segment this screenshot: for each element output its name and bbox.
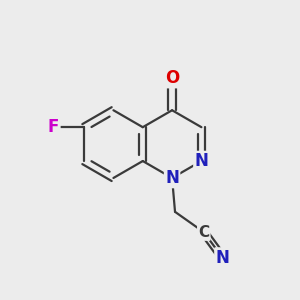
Text: N: N — [215, 248, 230, 266]
Text: N: N — [194, 152, 208, 170]
Text: O: O — [165, 69, 179, 87]
Text: N: N — [165, 169, 179, 187]
Text: C: C — [198, 225, 209, 240]
Text: F: F — [48, 118, 59, 136]
